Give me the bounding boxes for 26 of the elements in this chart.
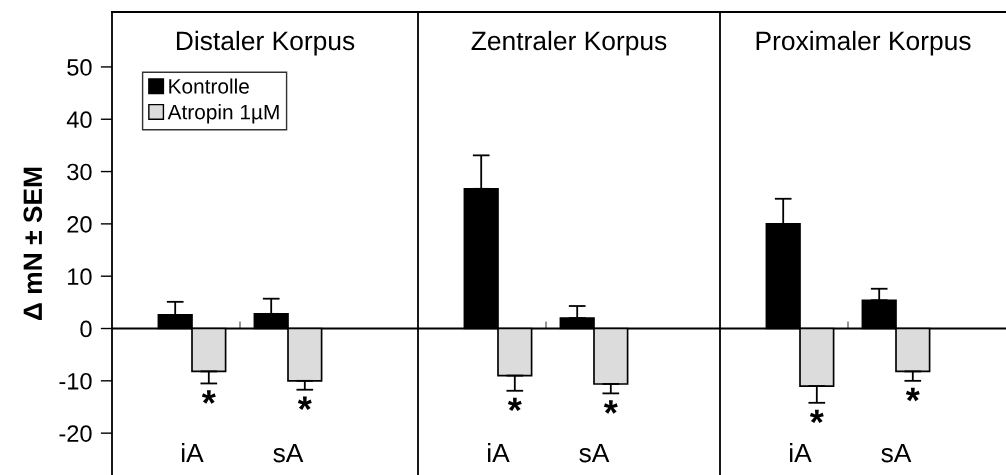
- annotation: *: [809, 409, 824, 424]
- annotation: *: [603, 400, 618, 414]
- x-tick-label: sA: [273, 443, 304, 463]
- annotation: *: [507, 397, 522, 412]
- annotation: *: [201, 390, 216, 404]
- annotation: *: [297, 396, 312, 411]
- text: Zentraler Korpus: [471, 30, 667, 56]
- x-tick-label: iA: [182, 443, 204, 463]
- text: Proximaler Korpus: [756, 30, 971, 56]
- x-tick-label: sA: [881, 443, 912, 463]
- x-tick-label: iA: [488, 443, 510, 463]
- y-tick-label: 20: [67, 215, 92, 233]
- y-tick-label: -10: [59, 372, 92, 390]
- x-tick-label: sA: [579, 443, 610, 463]
- x-tick-label: iA: [790, 443, 812, 463]
- y-tick-label: 40: [66, 111, 92, 129]
- y-tick-label: 50: [67, 59, 92, 76]
- legend-label: Kontrolle: [169, 78, 249, 94]
- y-tick-label: -20: [59, 425, 92, 442]
- legend-label: Atropin 1µM: [167, 104, 279, 124]
- y-tick-label: 30: [67, 163, 92, 181]
- y-axis-title: Δ mN ± SEM: [23, 167, 43, 321]
- y-tick-label: 0: [80, 320, 92, 338]
- text: Distaler Korpus: [176, 30, 355, 56]
- annotation: *: [905, 387, 920, 402]
- y-tick-label: 10: [68, 268, 92, 285]
